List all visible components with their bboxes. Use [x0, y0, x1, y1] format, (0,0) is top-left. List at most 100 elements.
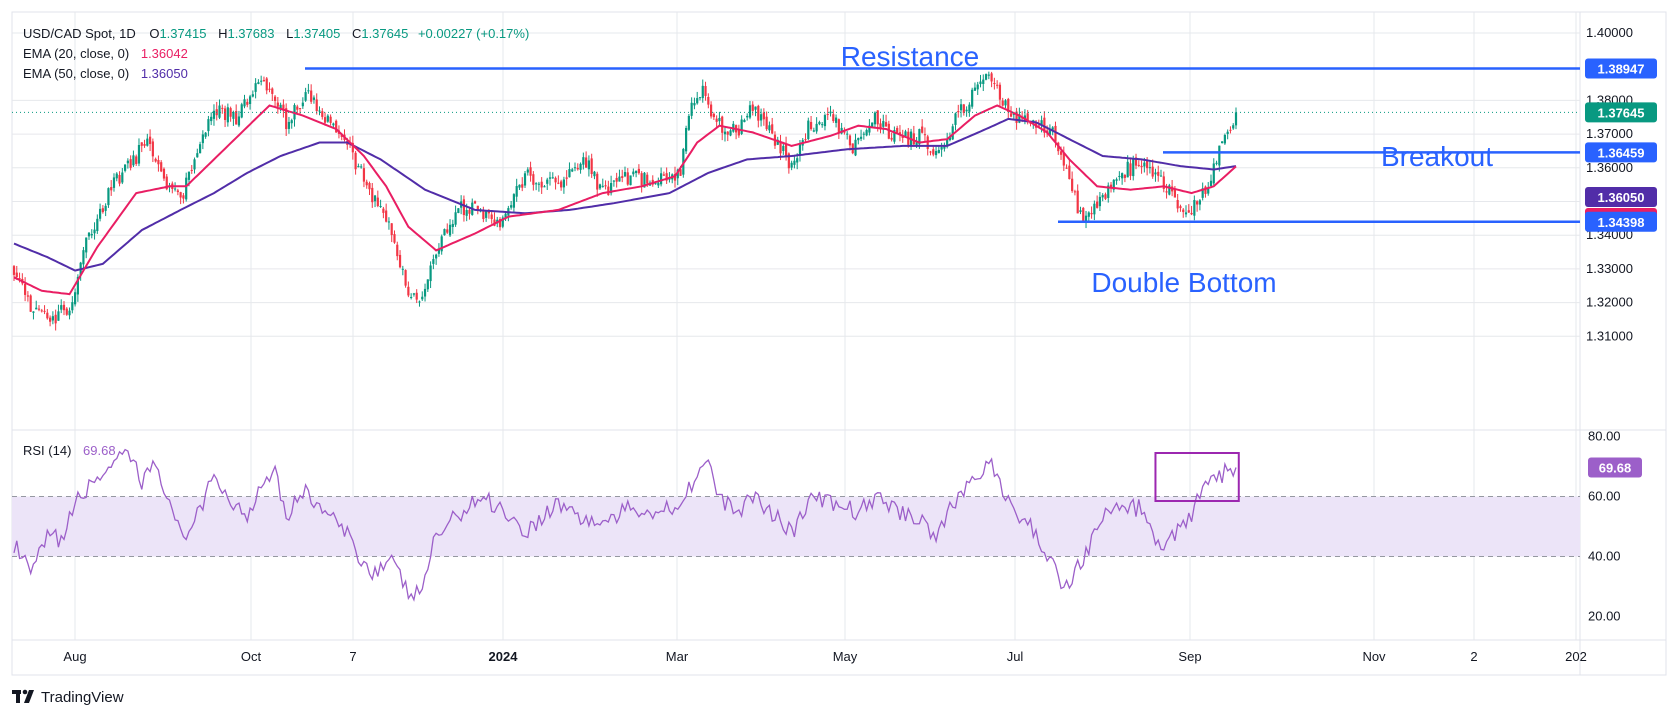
symbol-label[interactable]: USD/CAD Spot, 1D — [23, 26, 136, 41]
candle — [1179, 204, 1182, 212]
candle — [482, 206, 485, 223]
candle-body — [1151, 166, 1154, 177]
candle-body — [1123, 175, 1127, 178]
candle-body — [968, 104, 971, 112]
candle — [37, 305, 41, 312]
candle — [373, 194, 377, 208]
candle-body — [748, 105, 752, 118]
candle — [973, 82, 977, 91]
tradingview-logo[interactable]: TradingView — [12, 689, 124, 706]
candle — [890, 132, 893, 142]
candle — [657, 177, 660, 189]
candle — [540, 177, 543, 194]
candle — [354, 151, 357, 175]
candle-body — [1201, 188, 1204, 198]
candle-body — [415, 292, 418, 300]
ema20-label: EMA (20, close, 0) — [23, 46, 129, 61]
candle-body — [1165, 191, 1168, 193]
candle — [585, 151, 588, 168]
candle — [60, 299, 63, 314]
candle-body — [829, 111, 832, 114]
candle-body — [182, 195, 185, 199]
candle — [1093, 200, 1096, 221]
candle-body — [82, 250, 85, 265]
price-tag[interactable]: 1.37645 — [1585, 102, 1657, 123]
candle-body — [962, 104, 965, 113]
candle — [68, 307, 71, 320]
candle — [51, 311, 54, 325]
candle-body — [1026, 113, 1029, 123]
candle — [146, 133, 149, 147]
candle — [709, 101, 713, 119]
candle-body — [715, 118, 718, 122]
legend-ema20[interactable]: EMA (20, close, 0) 1.36042 — [23, 46, 188, 61]
candle — [1187, 204, 1190, 213]
price-tag[interactable]: 1.34398 — [1585, 211, 1657, 232]
candle — [490, 210, 493, 224]
candle — [273, 95, 277, 107]
candle-body — [137, 144, 141, 164]
candle-body — [937, 149, 940, 154]
candle-body — [373, 195, 377, 202]
candle — [554, 176, 557, 190]
candle — [701, 79, 704, 103]
candle-body — [393, 234, 396, 243]
candle — [932, 145, 935, 157]
candle-body — [973, 87, 977, 91]
candle — [615, 172, 618, 188]
candle-body — [1234, 112, 1238, 126]
candle-body — [709, 104, 713, 117]
candle-body — [140, 142, 143, 146]
candle-body — [721, 116, 724, 133]
candle — [912, 125, 915, 147]
candle — [443, 228, 446, 236]
candle-body — [859, 136, 863, 139]
price-tag[interactable]: 1.36459 — [1585, 142, 1657, 163]
candle — [954, 112, 957, 131]
candle-body — [793, 160, 796, 165]
low-value: 1.37405 — [293, 26, 340, 41]
candle-body — [60, 305, 63, 310]
candle-body — [410, 296, 413, 298]
candle-body — [207, 119, 210, 132]
price-tag[interactable]: 1.36050 — [1585, 187, 1657, 207]
candle-body — [1221, 141, 1224, 144]
price-tag[interactable]: 1.38947 — [1585, 58, 1657, 79]
candle-body — [193, 159, 196, 170]
candle-body — [1218, 145, 1221, 166]
candle-body — [543, 186, 546, 188]
candle — [759, 108, 763, 127]
candle-body — [768, 125, 771, 131]
candle-body — [246, 101, 249, 105]
legend-ema50[interactable]: EMA (50, close, 0) 1.36050 — [23, 66, 188, 81]
candle-body — [1040, 120, 1043, 126]
candle-body — [37, 308, 41, 310]
candle — [623, 166, 627, 178]
candle-body — [87, 232, 91, 237]
legend-rsi[interactable]: RSI (14) 69.68 — [23, 443, 116, 458]
candle — [248, 94, 252, 110]
candle — [201, 130, 204, 150]
candle-body — [310, 90, 313, 102]
low-label: L — [286, 26, 293, 41]
candle — [562, 176, 565, 194]
candle-body — [757, 105, 760, 121]
candle-body — [1065, 167, 1068, 169]
candle-body — [287, 121, 291, 129]
candle-body — [940, 146, 943, 150]
price-tag-label: 1.38947 — [1598, 61, 1645, 76]
candle — [1129, 159, 1132, 181]
candle-body — [29, 295, 32, 312]
candle-body — [1118, 175, 1121, 177]
candle-body — [893, 130, 896, 142]
rsi-line — [13, 448, 1237, 602]
candle-body — [779, 141, 782, 154]
candle-body — [1051, 127, 1054, 130]
candle-body — [759, 114, 763, 121]
candle — [451, 219, 454, 234]
candle — [357, 163, 360, 168]
candle-body — [565, 177, 568, 179]
candle-body — [473, 201, 477, 204]
candle-body — [573, 167, 577, 169]
